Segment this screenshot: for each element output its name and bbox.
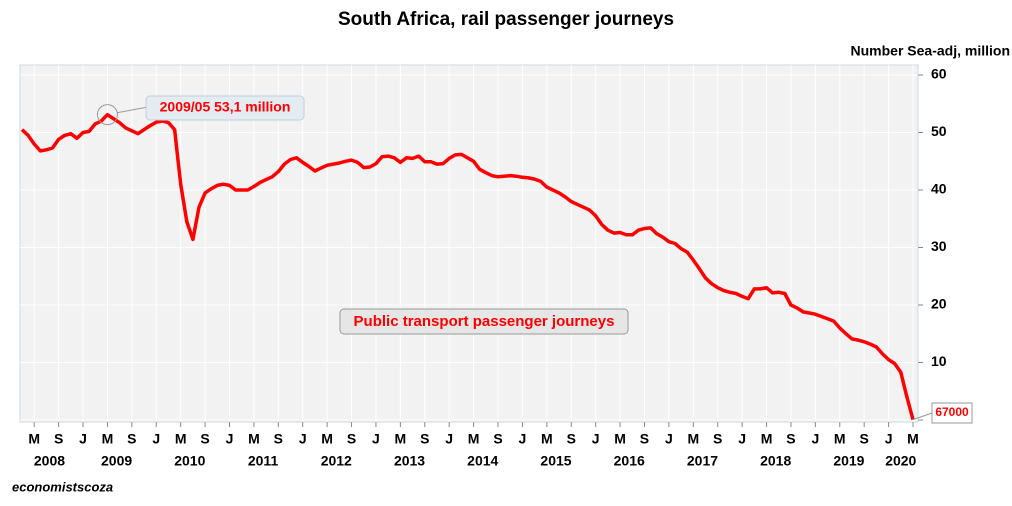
x-tick-label: M [321,431,333,447]
x-tick-label: S [493,431,502,447]
x-tick-label: S [54,431,63,447]
x-tick-label: M [395,431,407,447]
year-label: 2017 [687,453,718,469]
annotation-box [145,95,305,121]
x-tick-label: S [640,431,649,447]
x-tick-label: S [347,431,356,447]
y-tick-label: 50 [931,123,947,139]
year-label: 2015 [540,453,571,469]
annotation-leader [117,106,149,114]
x-tick-label: S [567,431,576,447]
annotation-box [931,402,973,424]
x-tick-label: J [372,431,380,447]
year-label: 2009 [101,453,132,469]
x-tick-label: M [687,431,699,447]
x-tick-label: J [226,431,234,447]
x-tick-label: J [665,431,673,447]
x-tick-label: J [299,431,307,447]
year-label: 2020 [885,453,916,469]
annotation-marker [96,104,118,126]
x-tick-label: M [761,431,773,447]
source: economistscoza [12,479,113,494]
x-tick-label: S [860,431,869,447]
x-tick-label: M [834,431,846,447]
year-label: 2019 [833,453,864,469]
x-tick-label: M [468,431,480,447]
year-label: 2018 [760,453,791,469]
y-axis-label: Number Sea-adj, million [851,43,1010,59]
x-tick-label: M [175,431,187,447]
x-tick-label: S [200,431,209,447]
x-tick-label: M [248,431,260,447]
x-tick-label: M [614,431,626,447]
x-tick-label: J [152,431,160,447]
year-label: 2013 [394,453,425,469]
x-tick-label: S [127,431,136,447]
year-label: 2010 [174,453,205,469]
chart-title: South Africa, rail passenger journeys [338,9,674,30]
x-tick-label: S [786,431,795,447]
x-tick-label: M [28,431,40,447]
x-tick-label: J [885,431,893,447]
x-tick-label: M [102,431,114,447]
year-label: 2012 [321,453,352,469]
x-tick-label: S [420,431,429,447]
annotation-label: 2009/05 53,1 million [160,99,291,115]
x-tick-label: S [713,431,722,447]
series-line [20,112,915,421]
year-label: 2008 [34,453,65,469]
series-label-box [339,308,629,335]
x-tick-label: J [592,431,600,447]
x-tick-label: M [907,431,919,447]
annotation-label: 67000 [935,405,969,419]
x-tick-label: S [274,431,283,447]
annotation-leader [912,412,933,421]
y-tick-label: 30 [931,238,947,254]
y-tick-label: 40 [931,181,947,197]
x-tick-label: J [79,431,87,447]
x-tick-label: J [445,431,453,447]
year-label: 2016 [614,453,645,469]
year-label: 2014 [467,453,498,469]
year-label: 2011 [248,453,279,469]
x-tick-label: M [541,431,553,447]
y-tick-label: 60 [931,66,947,82]
y-tick-label: 10 [931,353,947,369]
series-label: Public transport passenger journeys [354,313,615,330]
x-tick-label: J [519,431,527,447]
x-tick-label: J [738,431,746,447]
y-tick-label: 20 [931,296,947,312]
x-tick-label: J [811,431,819,447]
